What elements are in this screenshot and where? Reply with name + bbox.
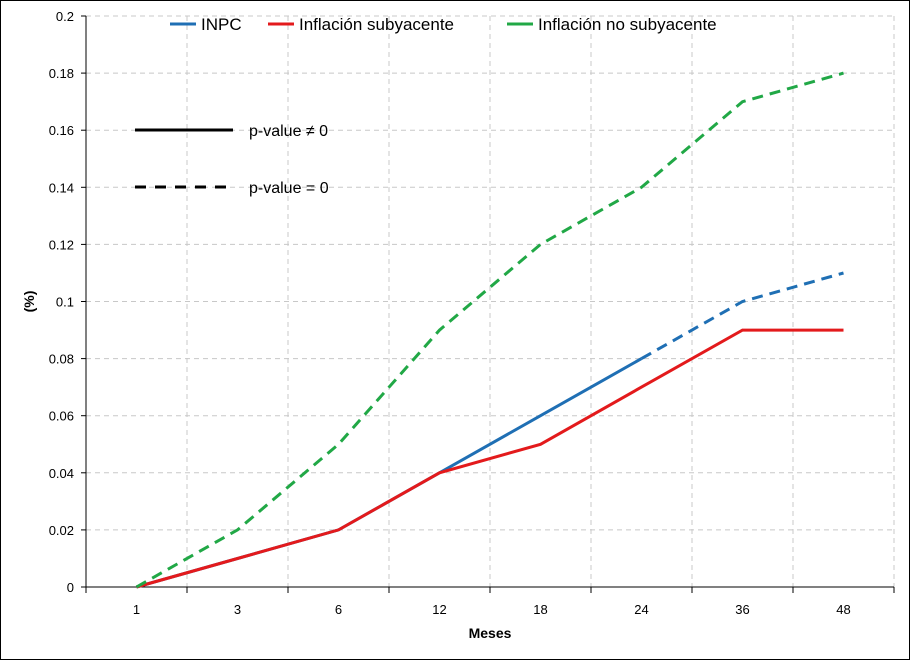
y-tick-label: 0.08 bbox=[49, 352, 74, 367]
line-style-label: p-value = 0 bbox=[249, 180, 329, 197]
legend: INPC Inflación subyacente Inflación no sub… bbox=[170, 15, 717, 34]
y-tick-label: 0.02 bbox=[49, 523, 74, 538]
y-axis-title: (%) bbox=[21, 291, 37, 313]
y-tick-label: 0.12 bbox=[49, 237, 74, 252]
y-tick-label: 0.16 bbox=[49, 123, 74, 138]
grid-layer bbox=[86, 15, 895, 587]
y-tick-label: 0.2 bbox=[56, 9, 74, 24]
x-tick-label: 48 bbox=[836, 602, 850, 617]
y-tick-label: 0.14 bbox=[49, 180, 74, 195]
y-tick-label: 0.06 bbox=[49, 409, 74, 424]
line-style-label: p-value ≠ 0 bbox=[249, 123, 328, 140]
x-axis-title: Meses bbox=[469, 625, 512, 641]
y-tick-label: 0.18 bbox=[49, 66, 74, 81]
legend-label: INPC bbox=[201, 15, 242, 34]
x-tick-label: 3 bbox=[234, 602, 241, 617]
x-tick-label: 18 bbox=[533, 602, 547, 617]
x-tick-label: 6 bbox=[335, 602, 342, 617]
series-line-inpc-dashed bbox=[640, 271, 844, 360]
y-tick-label: 0.1 bbox=[56, 295, 74, 310]
series-line-inflacion-no-subyacente-dashed bbox=[135, 71, 844, 589]
x-tick-label: 36 bbox=[735, 602, 749, 617]
legend-label: Inflación subyacente bbox=[299, 15, 454, 34]
series-layer bbox=[135, 71, 844, 589]
legend-label: Inflación no subyacente bbox=[538, 15, 717, 34]
y-tick-label: 0 bbox=[67, 580, 74, 595]
x-tick-label: 1 bbox=[133, 602, 140, 617]
line-style-key: p-value ≠ 0 p-value = 0 bbox=[135, 123, 329, 197]
x-tick-label: 24 bbox=[634, 602, 648, 617]
series-line-inflacion-subyacente bbox=[136, 328, 844, 589]
axis-layer: 0 0.02 0.04 0.06 0.08 0.1 0.12 0.14 0.16 0.18 0.2 1… bbox=[49, 9, 895, 617]
y-tick-label: 0.04 bbox=[49, 466, 74, 481]
x-tick-label: 12 bbox=[432, 602, 446, 617]
